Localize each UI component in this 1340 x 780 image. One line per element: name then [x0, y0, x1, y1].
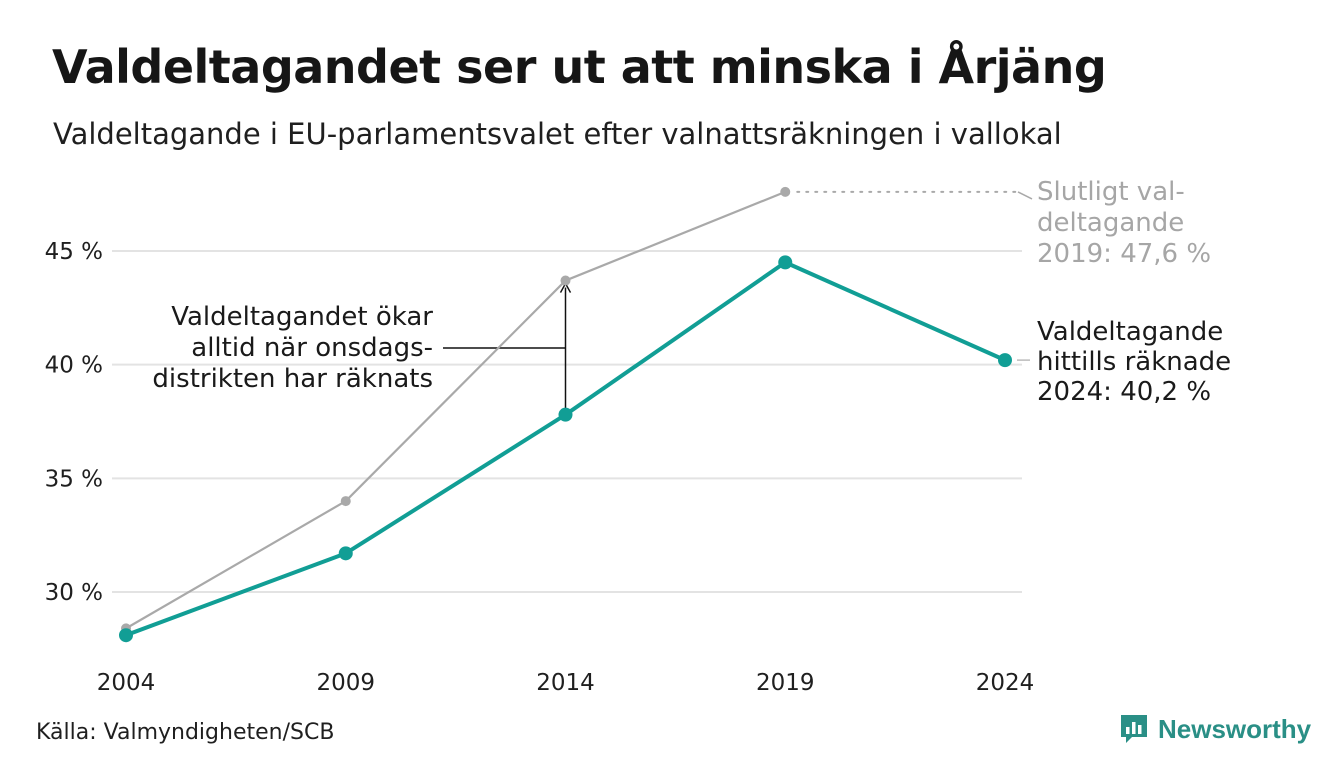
source-note: Källa: Valmyndigheten/SCB — [36, 720, 335, 745]
y-axis-ticks: 30 % 35 % 40 % 45 % — [45, 239, 103, 606]
final-label-line: deltagande — [1037, 208, 1184, 238]
brand-name: Newsworthy — [1158, 713, 1312, 744]
final-series-line — [124, 190, 787, 630]
counted-label-line: 2024: 40,2 % — [1037, 377, 1211, 407]
gridlines — [112, 250, 1022, 593]
gap-label-line: distrikten har räknats — [152, 364, 433, 394]
gap-label-line: Valdeltagandet ökar — [171, 302, 433, 332]
chart-title: Valdeltagandet ser ut att minska i Årjän… — [52, 40, 1107, 94]
x-tick-label: 2009 — [316, 670, 375, 696]
final-label-line: 2019: 47,6 % — [1037, 239, 1211, 269]
y-tick-label: 45 % — [45, 239, 103, 265]
final-series-point — [780, 186, 791, 197]
counted-series-point — [558, 407, 573, 422]
y-tick-label: 40 % — [45, 353, 103, 379]
gap-label-line: alltid när onsdags- — [191, 333, 433, 363]
counted-series-point — [119, 628, 133, 643]
y-tick-label: 35 % — [45, 466, 103, 492]
counted-label-line: hittills räknade — [1037, 347, 1231, 377]
x-tick-label: 2014 — [536, 670, 595, 696]
counted-series-point — [998, 353, 1012, 368]
brand-logo: Newsworthy — [1118, 712, 1311, 746]
x-tick-label: 2024 — [976, 670, 1035, 696]
counted-series-point — [338, 546, 353, 561]
counted-series-point — [778, 255, 793, 270]
x-axis-ticks: 2004 2009 2014 2019 2024 — [97, 670, 1035, 696]
newsworthy-logo-icon — [1121, 715, 1147, 743]
final-series-point — [340, 496, 351, 507]
final-leader-tick — [1017, 191, 1033, 200]
final-label-line: Slutligt val- — [1037, 177, 1185, 207]
series — [119, 186, 1012, 643]
y-tick-label: 30 % — [45, 580, 103, 606]
final-series-point — [560, 275, 571, 286]
counted-label-line: Valdeltagande — [1037, 317, 1223, 347]
x-tick-label: 2004 — [97, 670, 156, 696]
x-tick-label: 2019 — [756, 670, 815, 696]
chart-subtitle: Valdeltagande i EU-parlamentsvalet efter… — [53, 117, 1062, 151]
